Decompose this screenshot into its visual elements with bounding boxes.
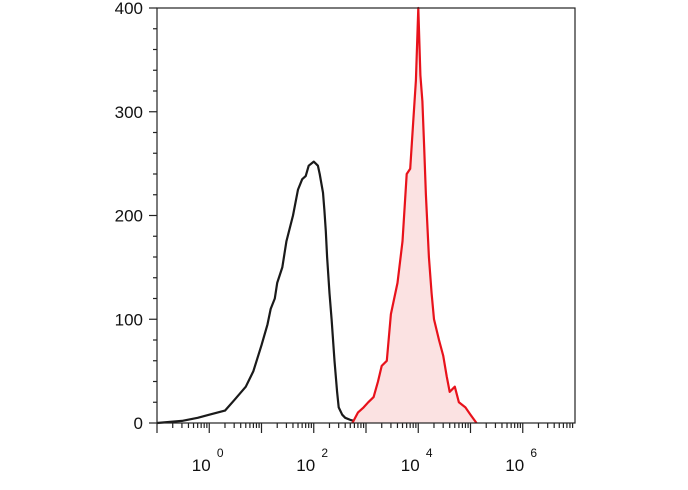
series-0-line xyxy=(156,160,355,425)
x-tick-label: 10 xyxy=(505,456,524,475)
y-tick-label: 0 xyxy=(134,414,143,433)
axes xyxy=(149,7,576,433)
series-1-fill xyxy=(352,8,477,423)
x-tick-exponent: 2 xyxy=(321,446,328,460)
series-1-line xyxy=(351,6,478,424)
plot-area xyxy=(156,6,478,425)
x-tick-label: 10 xyxy=(296,456,315,475)
y-tick-label: 300 xyxy=(115,103,143,122)
x-tick-label: 10 xyxy=(401,456,420,475)
x-tick-exponent: 4 xyxy=(426,446,433,460)
x-tick-exponent: 0 xyxy=(217,446,224,460)
y-tick-label: 400 xyxy=(115,0,143,18)
y-tick-label: 200 xyxy=(115,207,143,226)
x-tick-exponent: 6 xyxy=(530,446,537,460)
x-tick-label: 10 xyxy=(192,456,211,475)
plot-frame xyxy=(156,7,576,424)
y-tick-label: 100 xyxy=(115,310,143,329)
